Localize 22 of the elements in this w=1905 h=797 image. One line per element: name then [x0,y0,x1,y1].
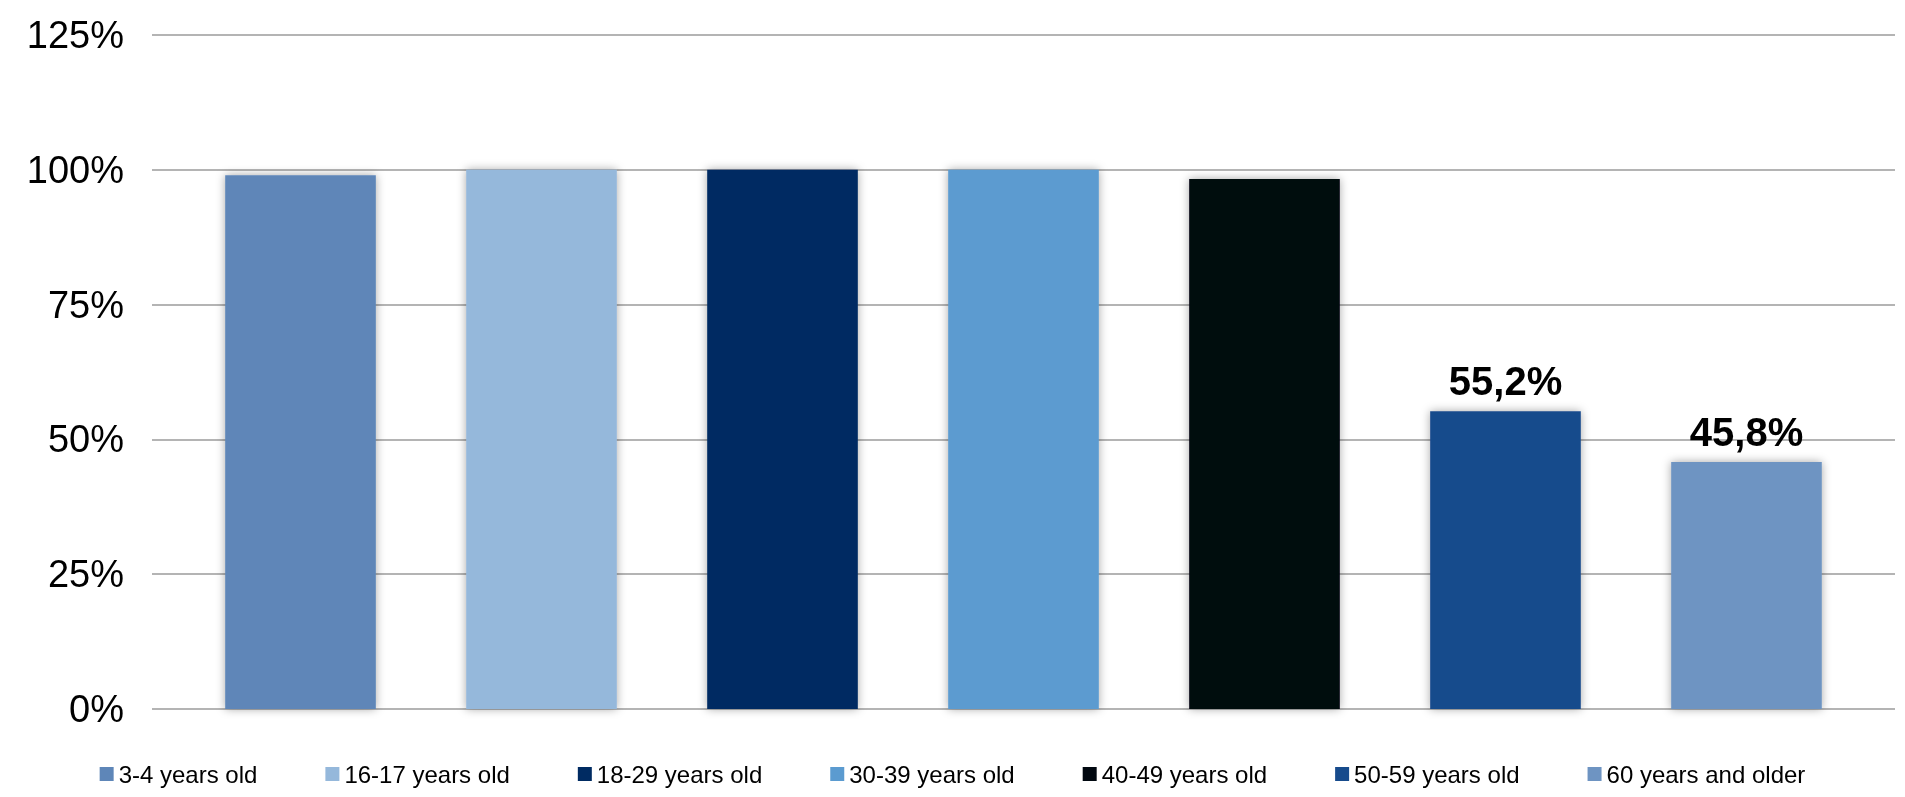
legend-label: 16-17 years old [344,760,510,788]
legend-label: 30-39 years old [849,760,1015,788]
y-tick-label: 25% [47,553,124,596]
bar [466,169,617,709]
legend-label: 3-4 years old [118,760,258,788]
bar [1430,411,1581,709]
bar [707,169,858,709]
legend-label: 60 years and older [1606,760,1806,788]
y-tick-label: 125% [26,14,124,56]
legend-label: 40-49 years old [1101,760,1268,788]
data-label: 45,8% [1689,410,1804,455]
y-tick-label: 75% [47,283,124,326]
legend-label: 50-59 years old [1354,760,1520,788]
y-tick-label: 0% [69,688,124,730]
bar [948,169,1099,709]
bar [1671,462,1822,709]
y-tick-label: 100% [26,148,124,191]
data-label: 55,2% [1448,359,1563,404]
legend-label: 18-29 years old [596,760,763,788]
bar [1189,178,1340,709]
bar [225,175,376,709]
y-tick-label: 50% [47,418,124,461]
